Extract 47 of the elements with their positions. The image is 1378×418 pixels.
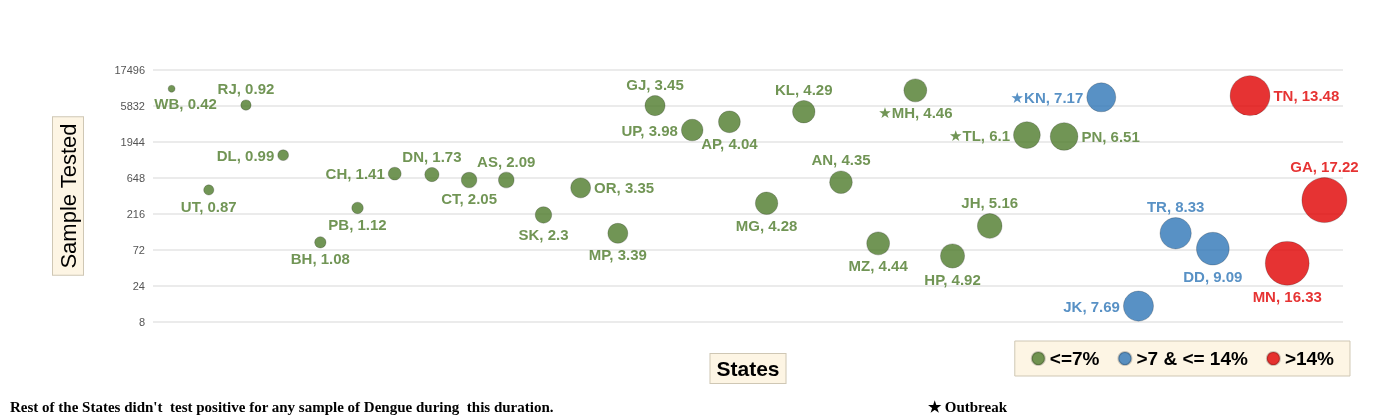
text: Rest of the States didn't test positive for any sample of Dengue during this duration. [10,398,554,415]
annotation: GA, 17.22 [1290,158,1359,176]
annotation: AN, 4.35 [811,151,871,169]
y-tick-label: 24 [132,280,145,292]
annotation: ★KN, 7.17 [1010,88,1084,106]
legend-label: >14% [1284,348,1335,369]
annotation: PN, 6.51 [1081,127,1140,145]
annotation: MP, 3.39 [588,245,647,263]
annotation: TN, 13.48 [1273,87,1340,105]
y-tick-label: 8 [138,316,145,328]
annotation: SK, 2.3 [518,225,569,243]
y-axis-title: Sample Tested [55,123,81,269]
annotation: OR, 3.35 [594,179,655,197]
annotation: TR, 8.33 [1146,198,1205,216]
annotation: UP, 3.98 [621,121,678,139]
annotation: ★MH, 4.46 [878,104,953,122]
y-tick-label: 72 [132,244,145,256]
annotation: DL, 0.99 [216,146,275,164]
annotation: DD, 9.09 [1183,267,1243,285]
legend-label: >7 & <= 14% [1136,348,1248,369]
legend-label: <=7% [1049,348,1100,369]
annotation: MN, 16.33 [1252,287,1322,305]
annotation: UT, 0.87 [180,197,237,215]
y-tick-label: 1944 [120,136,145,148]
annotation: GJ, 3.45 [626,76,684,94]
annotation: AP, 4.04 [701,135,759,153]
annotation: MZ, 4.44 [848,257,909,275]
annotation: RJ, 0.92 [217,80,275,98]
annotation: ★TL, 6.1 [949,126,1011,144]
annotation: AS, 2.09 [477,152,536,170]
annotation: JH, 5.16 [961,194,1019,212]
text: ★ Outbreak [928,398,1008,415]
annotation: DN, 1.73 [402,147,462,165]
y-tick-label: 216 [126,208,145,220]
annotation: CT, 2.05 [441,190,498,208]
y-tick-label: 648 [126,172,145,184]
annotation: BH, 1.08 [290,250,350,268]
annotation: PB, 1.12 [328,216,387,234]
annotation: KL, 4.29 [775,80,833,98]
y-tick-label: 17496 [114,64,145,76]
annotation: MG, 4.28 [735,216,798,234]
annotation: JK, 7.69 [1063,297,1120,315]
annotation: WB, 0.42 [154,94,217,112]
annotation: CH, 1.41 [325,165,385,183]
x-axis-title: States [716,357,780,380]
annotation: HP, 4.92 [924,270,981,288]
y-tick-label: 5832 [120,100,145,112]
